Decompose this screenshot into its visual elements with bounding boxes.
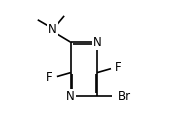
Text: N: N bbox=[93, 36, 101, 49]
Text: Br: Br bbox=[118, 90, 131, 103]
Text: N: N bbox=[48, 23, 57, 36]
Text: F: F bbox=[115, 61, 122, 74]
Text: F: F bbox=[46, 71, 53, 84]
Text: N: N bbox=[66, 90, 75, 103]
